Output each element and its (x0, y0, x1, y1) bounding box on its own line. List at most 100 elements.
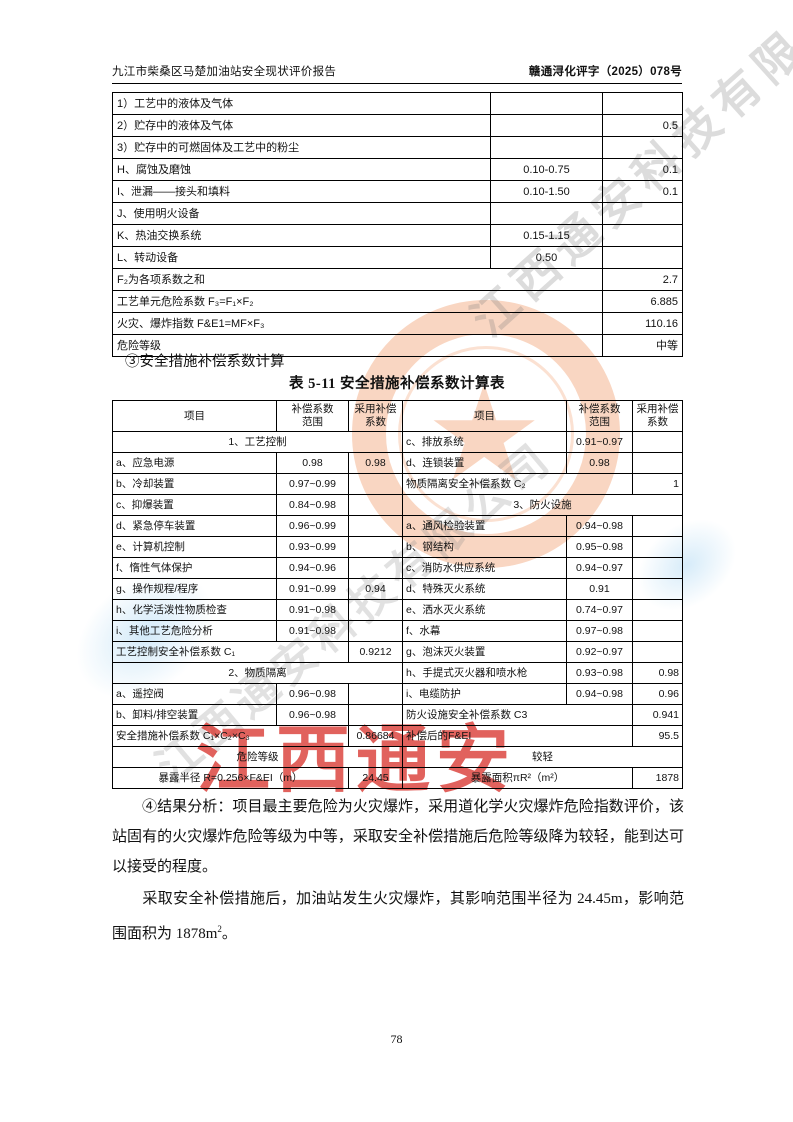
exposure-area-label: 暴露面积πR²（m²） (402, 767, 633, 789)
measure-item: a、遥控阀 (112, 683, 277, 705)
risk-level-label: 危险等级 (112, 746, 403, 768)
measure-range: 0.97~0.98 (566, 620, 633, 642)
measure-range: 0.74~0.97 (566, 599, 633, 621)
factor-value: 0.5 (602, 114, 683, 137)
measure-used (348, 536, 403, 558)
conclusion-period: 。 (221, 926, 237, 942)
table-header-row: 项目 补偿系数 范围 采用补偿 系数 项目 补偿系数 范围 (112, 400, 683, 432)
measure-range: 0.96~0.99 (276, 515, 349, 537)
factor-item: L、转动设备 (112, 246, 491, 269)
measure-item: i、电缆防护 (402, 683, 567, 705)
measure-used (348, 620, 403, 642)
factor-value (602, 92, 683, 115)
table-row: i、其他工艺危险分析 0.91~0.98 f、水幕 0.97~0.98 (112, 620, 683, 642)
used-header-line2: 系数 (647, 416, 668, 428)
risk-level-value: 较轻 (402, 746, 683, 768)
factor-value (602, 224, 683, 247)
col-header-used-left: 采用补偿 系数 (348, 400, 403, 432)
measure-item: b、钢结构 (402, 536, 567, 558)
col-header-range-right: 补偿系数 范围 (566, 400, 633, 432)
measure-item: h、化学活泼性物质检查 (112, 599, 277, 621)
factor-value (602, 202, 683, 225)
measure-range: 0.97~0.99 (276, 473, 349, 495)
measure-used (632, 620, 683, 642)
measure-range: 0.91~0.98 (276, 620, 349, 642)
subtotal-label-c1: 工艺控制安全补偿系数 C₁ (112, 641, 349, 663)
summary-label: F₂为各项系数之和 (112, 268, 603, 291)
hazard-factor-table: 1）工艺中的液体及气体 2）贮存中的液体及气体 0.5 3）贮存中的可燃固体及工… (112, 92, 683, 357)
range-header-line2: 范围 (302, 416, 323, 428)
measure-used (348, 473, 403, 495)
used-header-line1: 采用补偿 (636, 403, 679, 415)
measure-item: g、泡沫灭火装置 (402, 641, 567, 663)
measure-item: d、紧急停车装置 (112, 515, 277, 537)
measure-range: 0.84~0.98 (276, 494, 349, 516)
table-row: 危险等级 较轻 (112, 746, 683, 768)
running-header: 九江市柴桑区马楚加油站安全现状评价报告 赣通浔化评字（2025）078号 (112, 63, 682, 79)
measure-used (348, 557, 403, 579)
table-row: 工艺控制安全补偿系数 C₁ 0.9212 g、泡沫灭火装置 0.92~0.97 (112, 641, 683, 663)
measure-item: c、消防水供应系统 (402, 557, 567, 579)
measure-range: 0.93~0.98 (566, 662, 633, 684)
factor-range (490, 136, 603, 159)
total-value-c1c2c3: 0.86684 (348, 725, 403, 747)
measure-used (632, 578, 683, 600)
measure-range: 0.91 (566, 578, 633, 600)
subtotal-label-c2: 物质隔离安全补偿系数 C₂ (402, 473, 633, 495)
measure-item: b、卸料/排空装置 (112, 704, 277, 726)
group-title-material-isolation: 2、物质隔离 (112, 662, 403, 684)
measure-range: 0.93~0.99 (276, 536, 349, 558)
summary-value: 110.16 (602, 312, 683, 335)
factor-range: 0.50 (490, 246, 603, 269)
compensated-fei-label: 补偿后的F&EI (402, 725, 633, 747)
measure-used (348, 704, 403, 726)
table-row: F₂为各项系数之和 2.7 (112, 268, 683, 291)
table-row: 危险等级 中等 (112, 334, 683, 357)
measure-used: 0.94 (348, 578, 403, 600)
conclusion-text: 采取安全补偿措施后，加油站发生火灾爆炸，其影响范围半径为 24.45m，影响范围… (112, 891, 684, 942)
factor-item: H、腐蚀及磨蚀 (112, 158, 491, 181)
summary-label: 危险等级 (112, 334, 603, 357)
factor-item: 2）贮存中的液体及气体 (112, 114, 491, 137)
measure-item: a、应急电源 (112, 452, 277, 474)
measure-range: 0.94~0.97 (566, 557, 633, 579)
measure-item: c、抑爆装置 (112, 494, 277, 516)
range-header-line1: 补偿系数 (291, 403, 334, 415)
summary-label: 火灾、爆炸指数 F&E1=MF×F₃ (112, 312, 603, 335)
measure-range: 0.92~0.97 (566, 641, 633, 663)
range-header-line1: 补偿系数 (578, 403, 621, 415)
measure-used (632, 599, 683, 621)
table-row: g、操作规程/程序 0.91~0.99 0.94 d、特殊灭火系统 0.91 (112, 578, 683, 600)
factor-range: 0.10-0.75 (490, 158, 603, 181)
table-row: K、热油交换系统 0.15-1.15 (112, 224, 683, 247)
table-row: J、使用明火设备 (112, 202, 683, 225)
compensated-fei-value: 95.5 (632, 725, 683, 747)
factor-item: K、热油交换系统 (112, 224, 491, 247)
measure-item: d、特殊灭火系统 (402, 578, 567, 600)
measure-used (632, 431, 683, 453)
exposure-radius-label: 暴露半径 R=0.256×F&EI（m） (112, 767, 349, 789)
table-row: a、应急电源 0.98 0.98 d、连锁装置 0.98 (112, 452, 683, 474)
measure-range: 0.98 (276, 452, 349, 474)
subtotal-value-c2: 1 (632, 473, 683, 495)
used-header-line2: 系数 (365, 416, 386, 428)
subtotal-value-c1: 0.9212 (348, 641, 403, 663)
table-row: e、计算机控制 0.93~0.99 b、钢结构 0.95~0.98 (112, 536, 683, 558)
measure-item: f、惰性气体保护 (112, 557, 277, 579)
measure-used (348, 683, 403, 705)
col-header-used-right: 采用补偿 系数 (632, 400, 683, 432)
table-row: 3）贮存中的可燃固体及工艺中的粉尘 (112, 136, 683, 159)
measure-range: 0.94~0.98 (566, 515, 633, 537)
factor-range (490, 92, 603, 115)
measure-item: i、其他工艺危险分析 (112, 620, 277, 642)
factor-range (490, 202, 603, 225)
measure-used (348, 494, 403, 516)
exposure-area-value: 1878 (632, 767, 683, 789)
factor-item: 3）贮存中的可燃固体及工艺中的粉尘 (112, 136, 491, 159)
measure-range: 0.96~0.98 (276, 683, 349, 705)
table-row: 1）工艺中的液体及气体 (112, 92, 683, 115)
used-header-line1: 采用补偿 (354, 403, 397, 415)
factor-value: 0.1 (602, 158, 683, 181)
measure-item: c、排放系统 (402, 431, 567, 453)
